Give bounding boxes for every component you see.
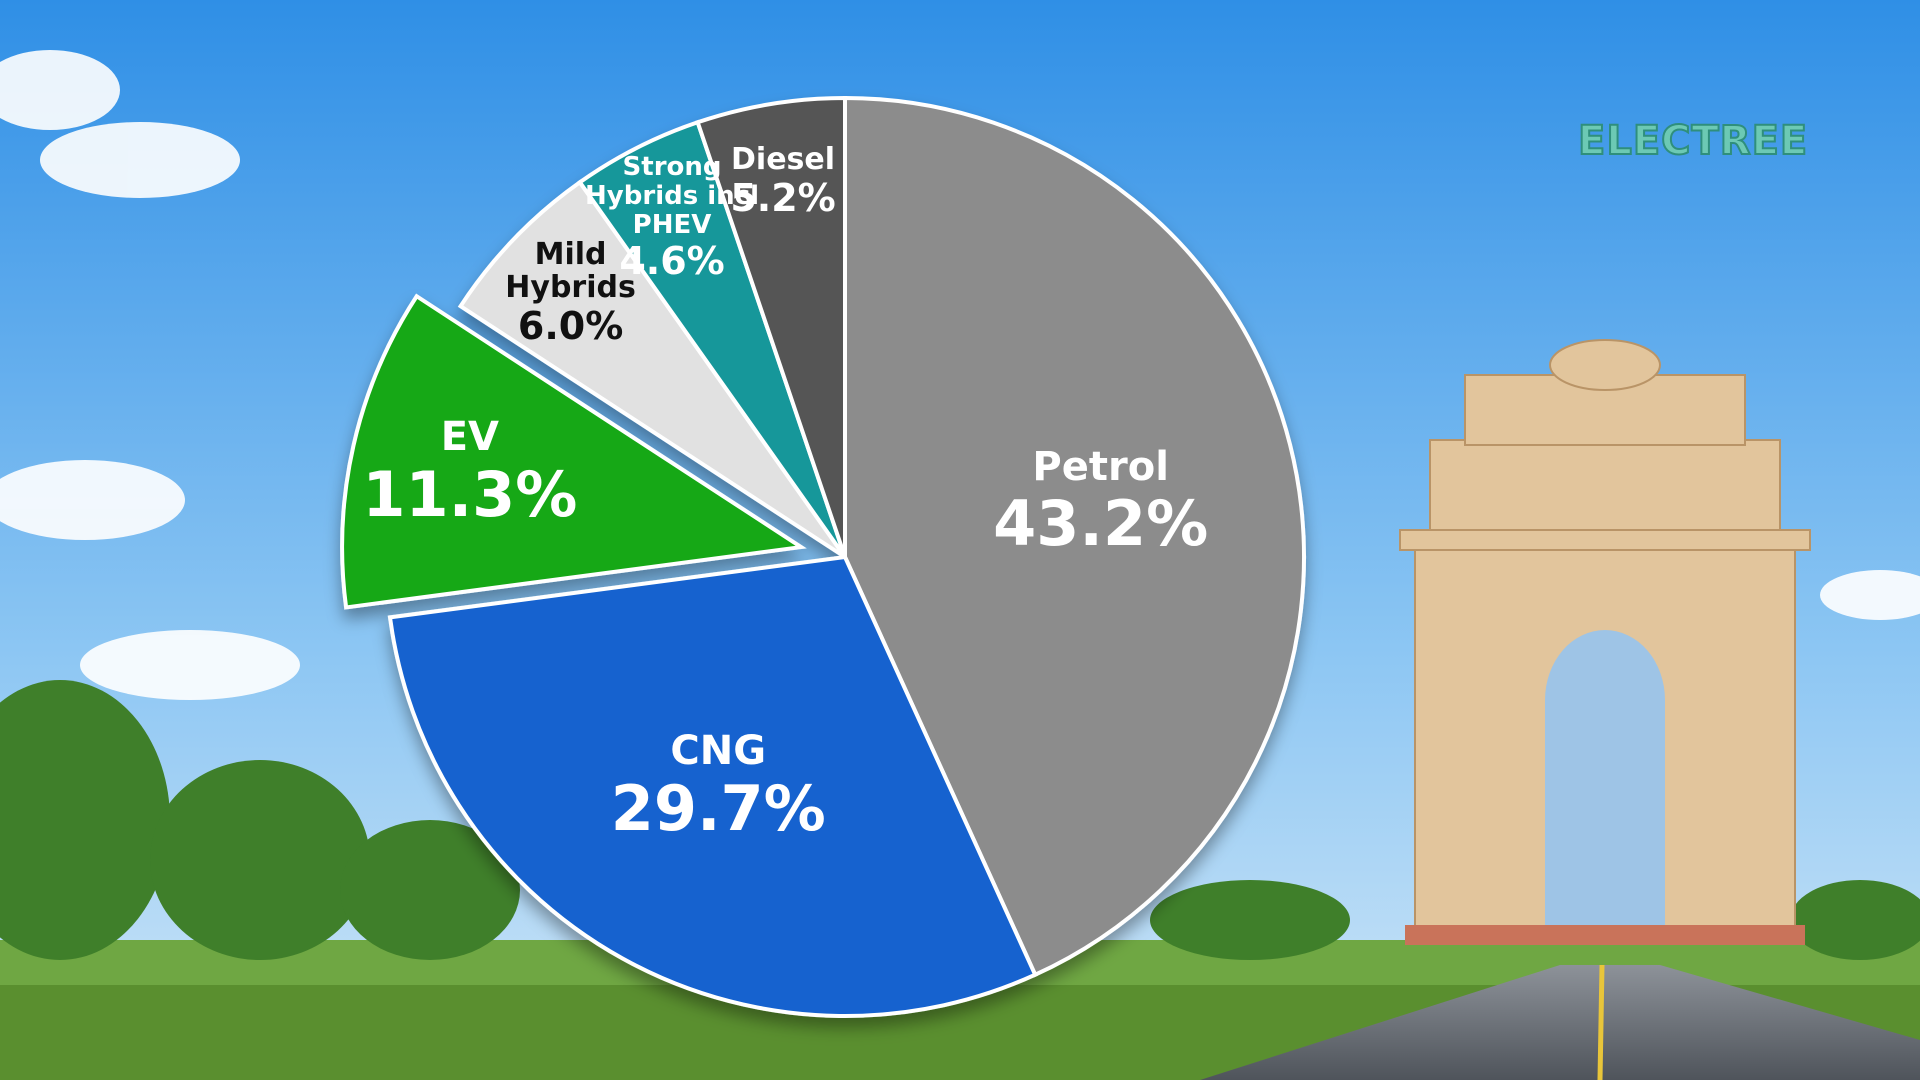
pie-slice	[843, 95, 1306, 978]
pie-slice	[695, 95, 847, 558]
pie	[340, 95, 1306, 1019]
pie-slice	[387, 554, 1038, 1019]
pie-slice	[340, 293, 807, 610]
logo: ELECTREE	[1577, 117, 1809, 165]
pie-slice	[457, 179, 847, 559]
